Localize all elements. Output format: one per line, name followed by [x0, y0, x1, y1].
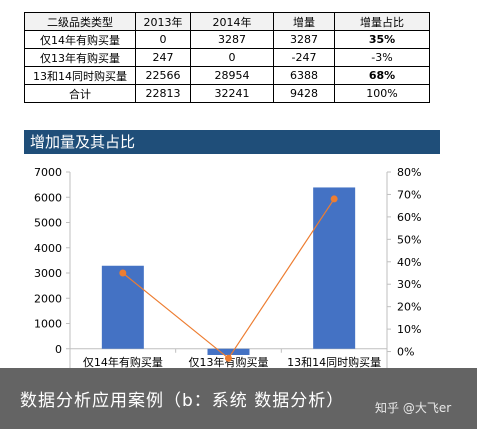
bar	[207, 348, 250, 355]
y2-tick-label: 40%	[397, 256, 421, 269]
y-tick-label: 7000	[34, 166, 62, 179]
table-cell: 6388	[273, 66, 335, 85]
data-table: 二级品类类型 2013年 2014年 增量 增量占比 仅14年有购买量 0 32…	[24, 12, 430, 103]
table-cell: 247	[135, 48, 191, 67]
y2-tick-label: 80%	[397, 166, 421, 179]
table-cell: 仅14年有购买量	[24, 30, 136, 49]
y2-tick-label: 60%	[397, 211, 421, 224]
line-point	[225, 354, 232, 362]
caption-text: 数据分析应用案例（b：系统 数据分析）	[20, 391, 345, 411]
y2-tick-label: 50%	[397, 233, 421, 246]
bar	[101, 265, 144, 349]
chart-title: 增加量及其占比	[24, 130, 440, 154]
table-cell: -3%	[334, 48, 430, 67]
header-cell: 增量占比	[334, 12, 430, 31]
header-cell: 2014年	[190, 12, 274, 31]
table-cell: 9428	[273, 84, 335, 103]
table-cell: 3287	[273, 30, 335, 49]
watermark-text: 知乎 @大飞er	[375, 401, 452, 415]
table-cell: 0	[135, 30, 191, 49]
y2-tick-label: 70%	[397, 188, 421, 201]
table-cell: 13和14同时购买量	[24, 66, 136, 85]
table-cell: 35%	[334, 30, 430, 49]
table-cell: 仅13年有购买量	[24, 48, 136, 67]
table-row: 仅13年有购买量 247 0 -247 -3%	[24, 48, 430, 67]
table-cell: 68%	[334, 66, 430, 85]
table-cell: 0	[190, 48, 274, 67]
line-point	[119, 269, 127, 277]
table-row: 仅14年有购买量 0 3287 3287 35%	[24, 30, 430, 49]
y-tick-label: 1000	[34, 318, 62, 331]
caption-band	[0, 368, 477, 429]
table-cell: 100%	[334, 84, 430, 103]
table-cell: 22566	[135, 66, 191, 85]
y2-tick-label: 20%	[397, 301, 421, 314]
combo-chart: -100001000200030004000500060007000-10%0%…	[34, 166, 421, 368]
x-tick-label: 仅14年有购买量	[83, 355, 163, 368]
table-cell: 32241	[190, 84, 274, 103]
table-cell: -247	[273, 48, 335, 67]
table-cell: 28954	[190, 66, 274, 85]
y-tick-label: 0	[55, 343, 62, 356]
y-tick-label: 3000	[34, 267, 62, 280]
y-tick-label: 2000	[34, 292, 62, 305]
line-point	[330, 195, 338, 203]
table-cell: 合计	[24, 84, 136, 103]
data-table-wrap: 二级品类类型 2013年 2014年 增量 增量占比 仅14年有购买量 0 32…	[24, 12, 430, 103]
y2-tick-label: 10%	[397, 323, 421, 336]
table-cell: 22813	[135, 84, 191, 103]
y2-tick-label: 30%	[397, 278, 421, 291]
y-tick-label: 6000	[34, 191, 62, 204]
table-cell: 3287	[190, 30, 274, 49]
header-cell: 二级品类类型	[24, 12, 136, 31]
table-row: 13和14同时购买量 22566 28954 6388 68%	[24, 66, 430, 85]
line-series	[122, 198, 335, 360]
x-tick-label: 13和14同时购买量	[287, 355, 381, 368]
header-cell: 增量	[273, 12, 335, 31]
header-cell: 2013年	[135, 12, 191, 31]
table-header-row: 二级品类类型 2013年 2014年 增量 增量占比	[24, 12, 430, 31]
y-tick-label: 4000	[34, 242, 62, 255]
bar	[313, 187, 356, 349]
y-tick-label: 5000	[34, 217, 62, 230]
y2-tick-label: 0%	[397, 346, 414, 359]
table-row: 合计 22813 32241 9428 100%	[24, 84, 430, 103]
